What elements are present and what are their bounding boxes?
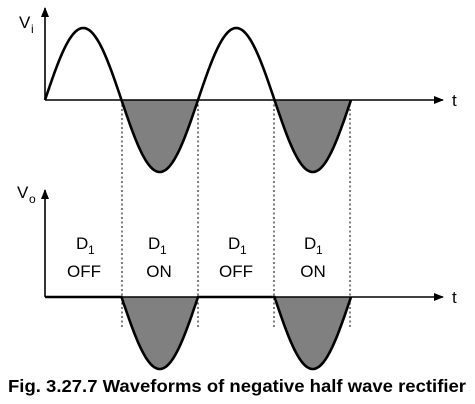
interval-2-diode: D — [148, 234, 160, 253]
vo-axis-subscript: o — [29, 192, 36, 206]
vo-axis-label: V — [17, 183, 29, 202]
interval-4-label: D 1 ON — [300, 234, 326, 281]
interval-1-state: OFF — [67, 262, 101, 281]
interval-4-state: ON — [300, 262, 326, 281]
vi-negative-half-shade-1 — [121, 100, 198, 172]
figure-caption: Fig. 3.27.7 Waveforms of negative half w… — [8, 376, 466, 396]
interval-3-label: D 1 OFF — [219, 234, 253, 281]
vi-axis-label: V — [19, 13, 31, 32]
diode-state-labels: D 1 OFF D 1 ON D 1 OFF D 1 ON — [67, 234, 326, 281]
vi-time-label: t — [452, 91, 457, 110]
interval-3-diode: D — [228, 234, 240, 253]
interval-3-diode-subscript: 1 — [240, 243, 247, 257]
interval-1-label: D 1 OFF — [67, 234, 101, 281]
vo-output-half-shade-2 — [274, 297, 351, 369]
interval-4-diode: D — [304, 234, 316, 253]
interval-2-diode-subscript: 1 — [160, 243, 167, 257]
interval-boundaries — [121, 100, 351, 328]
interval-1-diode-subscript: 1 — [88, 243, 95, 257]
interval-4-diode-subscript: 1 — [316, 243, 323, 257]
interval-2-label: D 1 ON — [146, 234, 172, 281]
interval-1-diode: D — [76, 234, 88, 253]
vi-negative-half-shade-2 — [274, 100, 351, 172]
output-waveform-panel: V o t — [17, 183, 457, 371]
vo-output-wave — [45, 295, 353, 371]
interval-2-state: ON — [146, 262, 172, 281]
vo-time-label: t — [452, 288, 457, 307]
input-waveform-panel: V i t — [19, 7, 457, 174]
vi-axis-subscript: i — [31, 22, 34, 36]
interval-3-state: OFF — [219, 262, 253, 281]
vo-output-half-shade-1 — [121, 297, 198, 369]
